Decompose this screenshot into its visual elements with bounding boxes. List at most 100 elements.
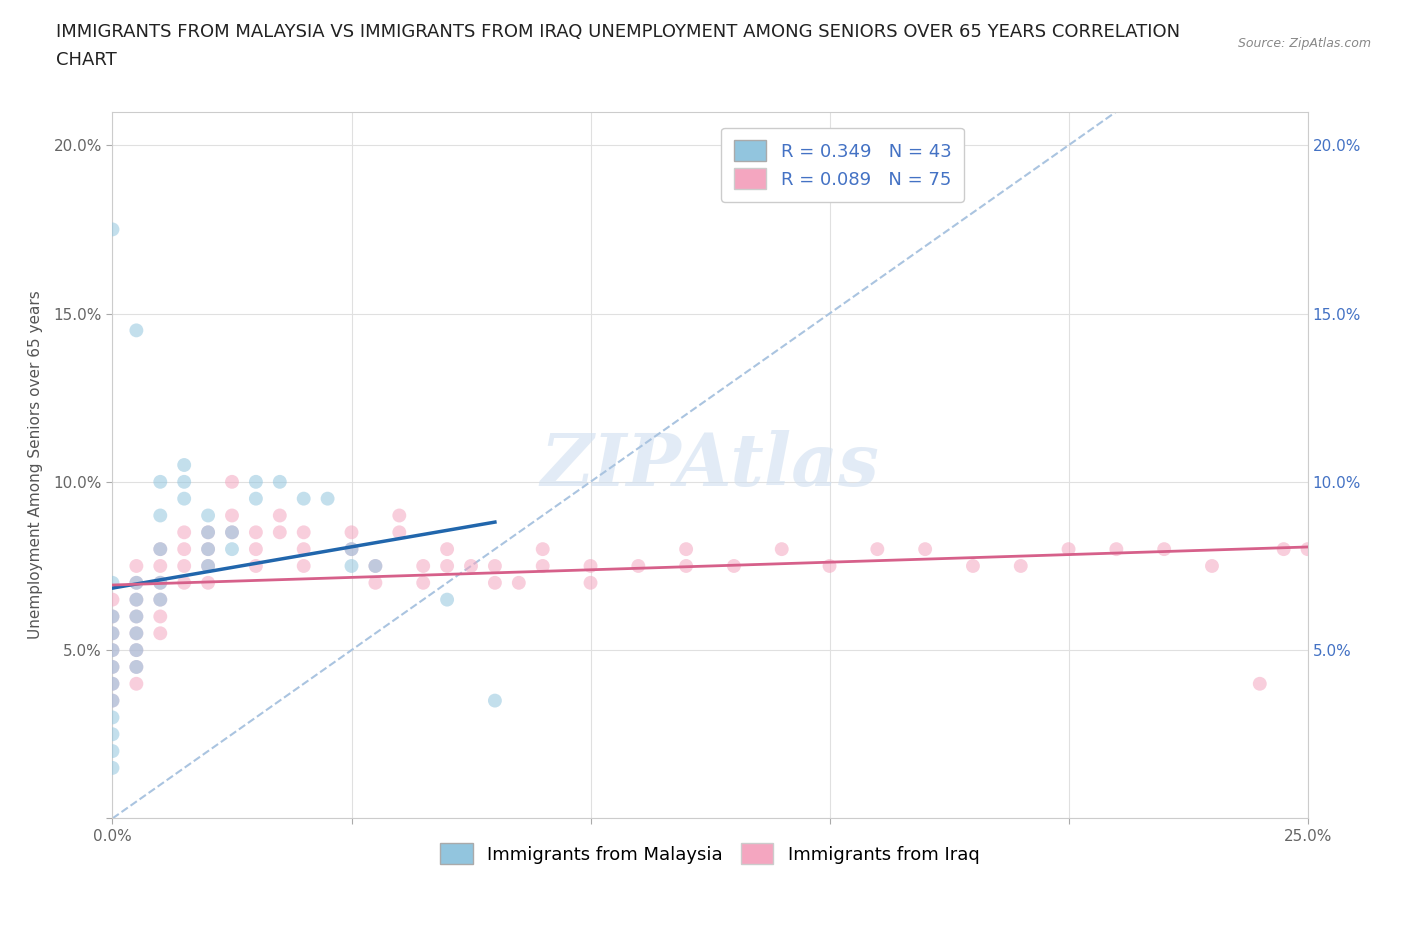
Point xyxy=(1249,676,1271,691)
Point xyxy=(101,744,124,759)
Point xyxy=(173,458,195,472)
Point xyxy=(340,525,363,539)
Point xyxy=(269,508,291,523)
Point xyxy=(101,676,124,691)
Point xyxy=(962,559,984,574)
Point xyxy=(460,559,482,574)
Point xyxy=(436,559,458,574)
Point xyxy=(245,525,267,539)
Point xyxy=(1201,559,1223,574)
Point xyxy=(197,525,219,539)
Point xyxy=(125,626,148,641)
Point xyxy=(1057,541,1080,556)
Point xyxy=(125,559,148,574)
Point xyxy=(125,592,148,607)
Point xyxy=(125,659,148,674)
Point xyxy=(579,576,602,591)
Point xyxy=(125,609,148,624)
Point xyxy=(149,541,172,556)
Point xyxy=(627,559,650,574)
Point xyxy=(197,576,219,591)
Point xyxy=(388,508,411,523)
Point xyxy=(101,710,124,724)
Point xyxy=(101,643,124,658)
Point xyxy=(508,576,530,591)
Point xyxy=(364,559,387,574)
Point xyxy=(364,559,387,574)
Point xyxy=(101,609,124,624)
Point xyxy=(531,559,554,574)
Point xyxy=(101,659,124,674)
Point xyxy=(149,609,172,624)
Point xyxy=(1153,541,1175,556)
Point xyxy=(245,559,267,574)
Point xyxy=(245,541,267,556)
Point xyxy=(675,559,697,574)
Point xyxy=(484,559,506,574)
Point xyxy=(221,525,243,539)
Point xyxy=(364,576,387,591)
Point xyxy=(101,659,124,674)
Point xyxy=(1010,559,1032,574)
Point xyxy=(125,609,148,624)
Point xyxy=(436,541,458,556)
Point xyxy=(173,559,195,574)
Point xyxy=(101,676,124,691)
Point xyxy=(173,474,195,489)
Text: Source: ZipAtlas.com: Source: ZipAtlas.com xyxy=(1237,37,1371,50)
Point xyxy=(101,609,124,624)
Point xyxy=(101,761,124,776)
Point xyxy=(221,474,243,489)
Point xyxy=(245,491,267,506)
Point xyxy=(1272,541,1295,556)
Point xyxy=(125,592,148,607)
Point xyxy=(149,576,172,591)
Point xyxy=(125,643,148,658)
Point xyxy=(149,508,172,523)
Point xyxy=(221,525,243,539)
Text: ZIPAtlas: ZIPAtlas xyxy=(541,430,879,500)
Point xyxy=(197,559,219,574)
Point xyxy=(197,541,219,556)
Point xyxy=(125,626,148,641)
Point xyxy=(101,693,124,708)
Point xyxy=(579,559,602,574)
Point xyxy=(221,541,243,556)
Point xyxy=(197,525,219,539)
Point xyxy=(101,222,124,237)
Point xyxy=(292,525,315,539)
Point xyxy=(197,541,219,556)
Point xyxy=(484,576,506,591)
Point xyxy=(149,592,172,607)
Point xyxy=(173,525,195,539)
Point xyxy=(340,559,363,574)
Point xyxy=(101,626,124,641)
Point xyxy=(269,474,291,489)
Point xyxy=(101,576,124,591)
Point xyxy=(292,491,315,506)
Point xyxy=(412,576,434,591)
Point xyxy=(1105,541,1128,556)
Point xyxy=(245,474,267,489)
Legend: Immigrants from Malaysia, Immigrants from Iraq: Immigrants from Malaysia, Immigrants fro… xyxy=(432,834,988,873)
Point xyxy=(149,592,172,607)
Point xyxy=(149,559,172,574)
Point xyxy=(149,576,172,591)
Point xyxy=(149,541,172,556)
Point xyxy=(340,541,363,556)
Point xyxy=(484,693,506,708)
Point xyxy=(531,541,554,556)
Point xyxy=(149,626,172,641)
Point xyxy=(221,508,243,523)
Point xyxy=(101,643,124,658)
Point xyxy=(101,727,124,742)
Point xyxy=(125,659,148,674)
Point xyxy=(723,559,745,574)
Point xyxy=(125,323,148,338)
Point xyxy=(1296,541,1319,556)
Point xyxy=(149,474,172,489)
Point xyxy=(770,541,793,556)
Point xyxy=(173,491,195,506)
Point xyxy=(101,626,124,641)
Point xyxy=(340,541,363,556)
